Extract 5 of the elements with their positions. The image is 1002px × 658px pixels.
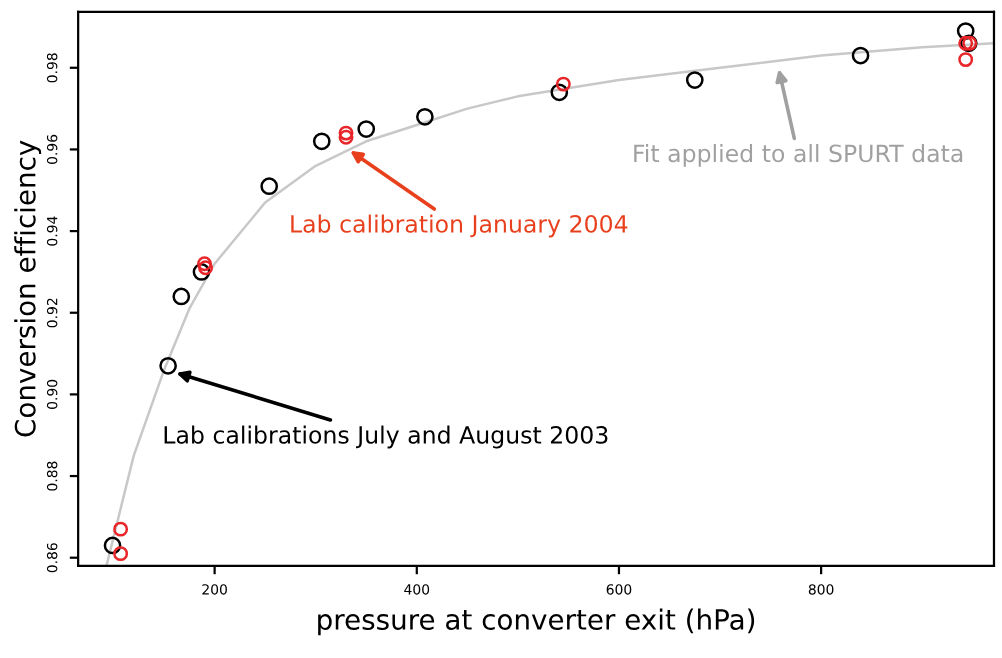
annotation: Lab calibrations July and August 2003 bbox=[164, 425, 608, 449]
annotation: Fit applied to all SPURT data bbox=[634, 144, 963, 167]
annotation: Lab calibration January 2004 bbox=[291, 214, 628, 238]
x-axis-title: pressure at converter exit (hPa) bbox=[318, 608, 755, 636]
y-axis-title: Conversion efficiency bbox=[14, 140, 42, 437]
